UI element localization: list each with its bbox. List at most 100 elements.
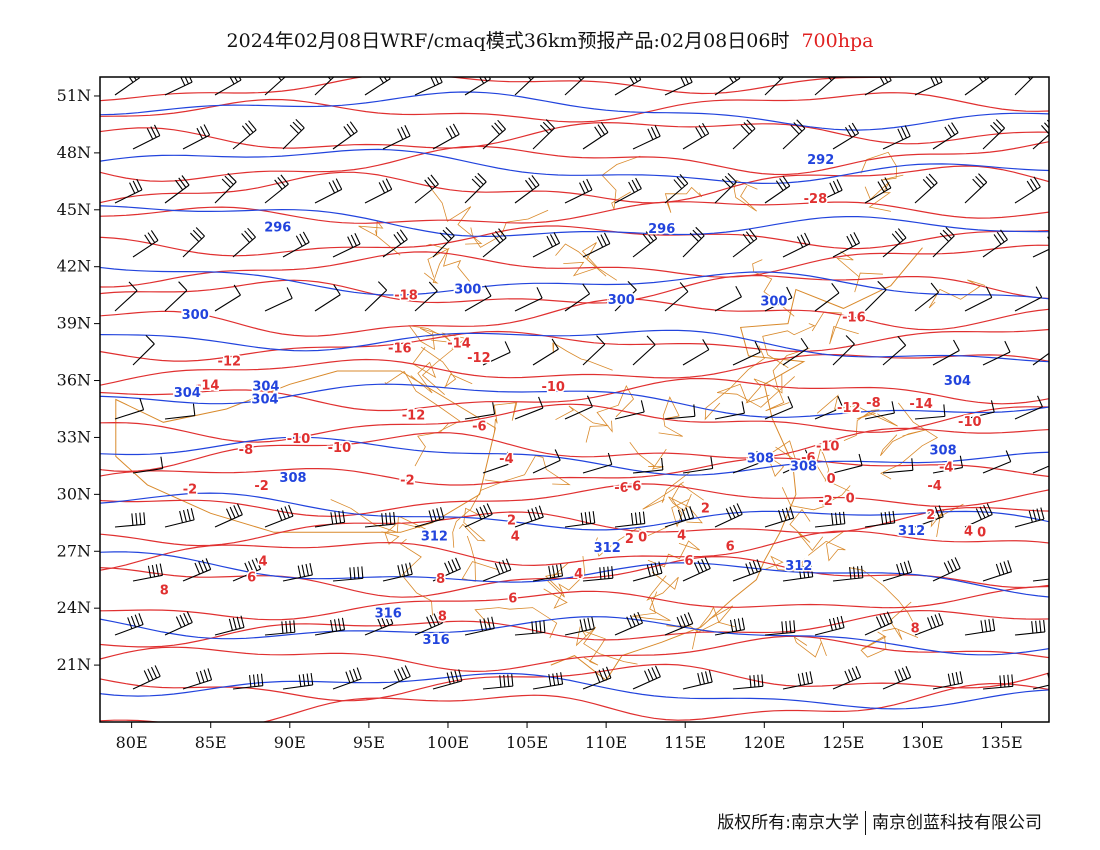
boundary-segment bbox=[671, 483, 704, 528]
barb-flag bbox=[356, 667, 362, 680]
barb-flag bbox=[150, 126, 157, 138]
barb-flag bbox=[139, 398, 145, 411]
wind-barb bbox=[564, 77, 586, 96]
temperature-label: -2 bbox=[254, 479, 268, 494]
barb-flag bbox=[692, 229, 702, 240]
barb-flag bbox=[201, 559, 208, 572]
barb-flag bbox=[875, 616, 882, 628]
barb-flag bbox=[543, 620, 546, 633]
barb-flag bbox=[689, 232, 699, 242]
barb-flag bbox=[741, 401, 745, 414]
barb-flag bbox=[310, 672, 314, 686]
barb-staff bbox=[832, 132, 859, 150]
barb-flag bbox=[399, 229, 408, 240]
barb-flag bbox=[405, 563, 409, 576]
barb-flag bbox=[397, 128, 404, 140]
barb-flag bbox=[232, 617, 237, 630]
wind-barb bbox=[232, 673, 264, 690]
barb-flag bbox=[781, 621, 784, 634]
barb-flag bbox=[180, 77, 186, 86]
wind-barb bbox=[132, 665, 161, 690]
wind-barb bbox=[914, 282, 939, 312]
barb-flag bbox=[548, 566, 552, 579]
height-label: 300 bbox=[608, 293, 635, 308]
temperature-contour-line bbox=[100, 635, 1049, 673]
barb-flag bbox=[928, 173, 938, 184]
barb-flag bbox=[588, 511, 592, 524]
barb-staff bbox=[132, 574, 163, 582]
barb-staff bbox=[832, 242, 860, 258]
wind-barb bbox=[732, 674, 764, 690]
wind-barb bbox=[464, 172, 487, 204]
boundary-segment bbox=[880, 402, 939, 480]
barb-staff bbox=[632, 135, 661, 150]
barb-flag bbox=[234, 77, 239, 83]
barb-staff bbox=[464, 513, 493, 528]
barb-flag bbox=[943, 404, 946, 417]
height-label: 316 bbox=[375, 607, 402, 622]
barb-flag bbox=[531, 175, 540, 186]
barb-flag bbox=[190, 508, 195, 520]
barb-flag bbox=[1028, 65, 1036, 74]
barb-flag bbox=[196, 127, 203, 140]
barb-flag bbox=[446, 672, 451, 685]
wind-barb bbox=[364, 281, 388, 312]
barb-flag bbox=[244, 230, 253, 241]
barb-staff bbox=[982, 685, 1013, 690]
boundary-segment bbox=[642, 471, 691, 510]
height-label: 300 bbox=[454, 283, 481, 298]
temperature-label: 4 bbox=[964, 525, 973, 540]
barb-staff bbox=[232, 568, 261, 582]
barb-staff bbox=[414, 518, 445, 528]
barb-flag bbox=[1037, 395, 1043, 408]
wind-barb bbox=[414, 281, 438, 312]
wind-barb bbox=[514, 175, 540, 204]
barb-flag bbox=[341, 617, 346, 630]
barb-flag bbox=[594, 671, 601, 683]
barb-flag bbox=[721, 178, 732, 188]
wind-barb bbox=[732, 228, 758, 258]
barb-flag bbox=[139, 512, 142, 525]
temperature-label: -14 bbox=[447, 337, 471, 352]
barb-flag bbox=[332, 77, 334, 78]
barb-staff bbox=[114, 624, 144, 636]
wind-barb bbox=[914, 77, 943, 96]
barb-flag bbox=[504, 341, 511, 353]
barb-staff bbox=[864, 79, 892, 96]
boundary-segment bbox=[765, 555, 805, 573]
wind-barb bbox=[182, 558, 212, 582]
barb-flag bbox=[484, 285, 492, 297]
barb-flag bbox=[749, 675, 752, 688]
wind-barb bbox=[582, 122, 609, 150]
boundary-segment bbox=[594, 526, 668, 557]
barb-flag bbox=[577, 77, 582, 81]
boundary-segment bbox=[765, 347, 810, 412]
barb-flag bbox=[548, 674, 552, 687]
barb-flag bbox=[255, 557, 262, 570]
barb-flag bbox=[733, 619, 738, 632]
barb-flag bbox=[377, 281, 388, 291]
barb-staff bbox=[864, 522, 895, 528]
wind-barb bbox=[564, 178, 593, 204]
barb-staff bbox=[1032, 134, 1049, 150]
wind-barb bbox=[814, 77, 837, 96]
barb-flag bbox=[327, 77, 332, 81]
wind-barb bbox=[164, 175, 190, 204]
barb-staff bbox=[814, 189, 843, 204]
barb-flag bbox=[539, 620, 542, 633]
barb-staff bbox=[714, 296, 742, 312]
wind-barb bbox=[614, 611, 644, 636]
barb-flag bbox=[681, 508, 687, 521]
barb-flag bbox=[661, 457, 664, 470]
barb-flag bbox=[397, 668, 404, 681]
lon-tick-label: 120E bbox=[743, 733, 785, 752]
wind-barb bbox=[132, 230, 159, 258]
wind-barb bbox=[982, 229, 1008, 258]
barb-flag bbox=[224, 175, 234, 186]
wind-barb bbox=[482, 674, 514, 690]
barb-staff bbox=[882, 676, 911, 690]
barb-flag bbox=[389, 512, 392, 525]
height-contour-line bbox=[100, 329, 1049, 363]
barb-flag bbox=[984, 619, 988, 632]
boundary-segment bbox=[493, 402, 518, 433]
